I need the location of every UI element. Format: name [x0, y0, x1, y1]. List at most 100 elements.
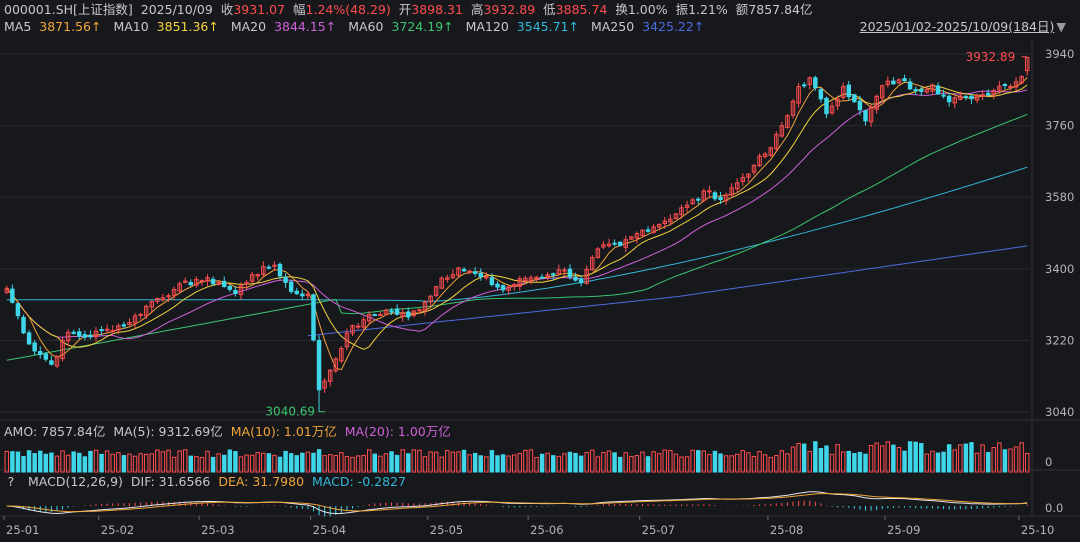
close-label: 收: [220, 2, 234, 17]
volume-bar: [829, 453, 835, 473]
candle-body: [762, 153, 768, 158]
volume-bar: [99, 453, 104, 473]
candle-body: [93, 330, 99, 338]
candle-body: [746, 173, 751, 178]
ma20-legend[interactable]: MA20 3844.15↑: [230, 19, 337, 34]
candle-body: [378, 313, 383, 316]
volume-bar: [545, 452, 550, 473]
volume-bar: [4, 450, 10, 473]
ma250-legend[interactable]: MA250 3425.22↑: [590, 19, 705, 34]
candle-body: [813, 77, 818, 89]
volume-bar: [456, 451, 461, 473]
ma60-legend[interactable]: MA60 3724.19↑: [348, 19, 454, 34]
volume-bar: [43, 453, 49, 473]
candle-body: [143, 305, 149, 317]
volume-bar: [227, 449, 233, 473]
date-range-selector[interactable]: 2025/01/02-2025/10/09(184日) ▼: [860, 19, 1066, 35]
volume-bar: [484, 456, 489, 473]
candle-body: [188, 281, 194, 286]
candle-body: [327, 369, 333, 382]
candle-body: [110, 330, 115, 333]
volume-bar: [177, 450, 182, 473]
volume-bar: [595, 456, 601, 473]
candle-body: [840, 86, 846, 98]
candle-body: [116, 325, 121, 331]
candle-body: [261, 266, 266, 275]
price-axis-tick: 3760: [1045, 119, 1074, 133]
candle-body: [567, 268, 573, 278]
candle-body: [846, 84, 852, 98]
candle-body: [634, 233, 640, 239]
volume-bar: [316, 449, 322, 473]
volume-bar: [238, 456, 244, 473]
candle-body: [835, 98, 840, 107]
volume-bar: [835, 444, 840, 473]
candle-body: [277, 263, 283, 277]
candle-body: [171, 288, 177, 296]
symbol-label[interactable]: 000001.SH[上证指数]: [4, 2, 133, 17]
volume-bar: [233, 451, 238, 473]
ma120-legend[interactable]: MA120 3545.71↑: [465, 19, 579, 34]
volume-bar: [919, 443, 924, 473]
candle-body: [556, 269, 562, 275]
candle-body: [222, 280, 227, 288]
candle-body: [735, 182, 740, 190]
volume-axis-tick: 0: [1045, 455, 1052, 469]
candle-body: [65, 331, 71, 342]
change-label: 幅: [293, 2, 306, 17]
candle-body: [361, 319, 366, 328]
volume-bar: [880, 445, 885, 473]
volume-bar: [796, 443, 801, 473]
volume-bar: [300, 452, 305, 473]
volume-bar: [249, 454, 255, 473]
candle-body: [640, 229, 645, 237]
candle-body: [673, 213, 679, 219]
volume-bar: [902, 450, 907, 473]
candle-body: [963, 95, 969, 98]
quote-header: 000001.SH[上证指数] 2025/10/09 收3931.07 幅1.2…: [4, 2, 817, 18]
candle-body: [896, 79, 902, 84]
turnover-value: 1.00%: [627, 2, 668, 17]
ma5-legend[interactable]: MA5 3871.56↑: [4, 19, 102, 34]
candle-body: [216, 281, 221, 285]
candle-body: [71, 331, 76, 334]
candle-body: [138, 313, 143, 316]
candle-body: [534, 276, 539, 280]
candle-body: [885, 80, 891, 86]
low-value: 3885.74: [555, 2, 608, 17]
candle-body: [562, 269, 567, 272]
macd-title[interactable]: MACD(12,26,9): [27, 474, 123, 489]
volume-bar: [378, 455, 383, 473]
date-axis-label: 25-08: [770, 523, 803, 537]
volume-bar: [740, 450, 746, 473]
volume-bar: [82, 456, 88, 473]
volume-bar: [673, 453, 679, 473]
candle-body: [863, 110, 868, 122]
candle-body: [149, 300, 154, 308]
candle-body: [344, 332, 350, 348]
volume-bar: [980, 444, 985, 473]
volume-bar: [651, 451, 656, 473]
high-value: 3932.89: [483, 2, 536, 17]
candle-body: [980, 94, 985, 97]
volume-bar: [1002, 449, 1008, 473]
volume-bar: [573, 452, 578, 473]
candle-body: [751, 164, 757, 173]
candle-body: [467, 270, 472, 273]
candle-body: [500, 285, 506, 291]
candle-body: [991, 90, 996, 95]
candle-body: [244, 282, 249, 285]
volume-bar: [132, 455, 138, 473]
volume-bar: [511, 454, 517, 473]
macd-help-icon[interactable]: ?: [7, 474, 15, 489]
volume-bar: [472, 452, 478, 473]
volume-bar: [952, 449, 957, 473]
ma10-legend[interactable]: MA10 3851.36↑: [113, 19, 219, 34]
volume-bar: [801, 443, 807, 473]
volume-bar: [913, 441, 918, 473]
candle-body: [177, 283, 182, 292]
candle-body: [824, 97, 829, 115]
volume-bar: [751, 455, 757, 473]
candle-body: [428, 295, 433, 303]
